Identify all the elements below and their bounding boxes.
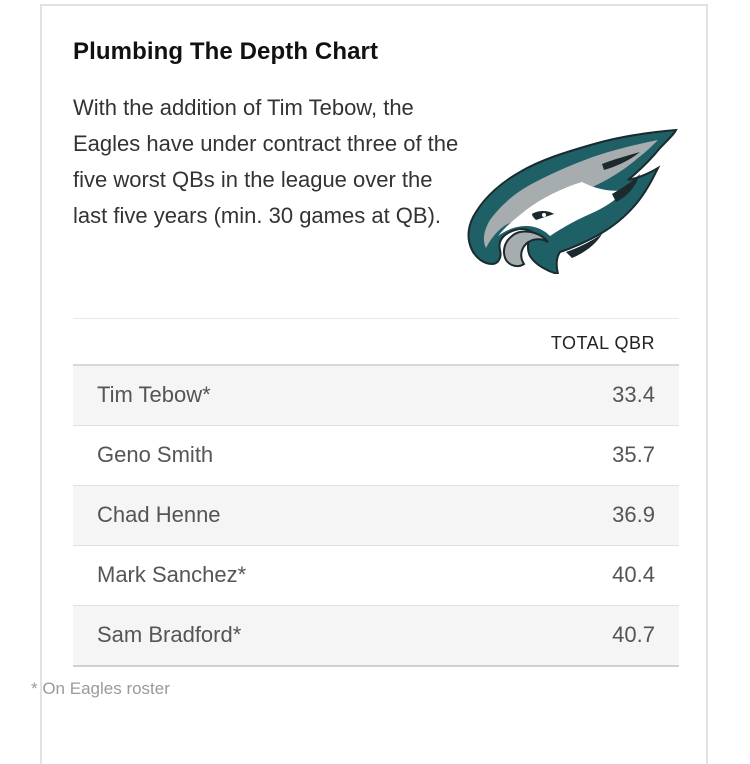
player-name: Geno Smith (97, 442, 214, 467)
qbr-table: TOTAL QBR Tim Tebow* 33.4 Geno Smith 35.… (73, 318, 679, 667)
player-name: Mark Sanchez* (97, 562, 247, 587)
qbr-value: 35.7 (612, 442, 655, 467)
qbr-value: 33.4 (612, 382, 655, 407)
table-row: Geno Smith 35.7 (73, 426, 679, 486)
table-row: Sam Bradford* 40.7 (73, 606, 679, 667)
qbr-value: 40.4 (612, 562, 655, 587)
chart-description: With the addition of Tim Tebow, the Eagl… (73, 95, 459, 228)
column-header-total-qbr: TOTAL QBR (550, 333, 655, 353)
table-row: Tim Tebow* 33.4 (73, 366, 679, 426)
eagles-logo-icon (467, 128, 678, 274)
player-name: Sam Bradford* (97, 622, 242, 647)
chart-card: Plumbing The Depth Chart With the additi… (40, 4, 708, 764)
qbr-value: 36.9 (612, 502, 655, 527)
footnote: * On Eagles roster (31, 679, 170, 698)
table-row: Chad Henne 36.9 (73, 486, 679, 546)
chart-title: Plumbing The Depth Chart (73, 38, 379, 65)
player-name: Chad Henne (97, 502, 221, 527)
table-row: Mark Sanchez* 40.4 (73, 546, 679, 606)
table-header: TOTAL QBR (73, 318, 679, 366)
qbr-value: 40.7 (612, 622, 655, 647)
player-name: Tim Tebow* (97, 382, 211, 407)
